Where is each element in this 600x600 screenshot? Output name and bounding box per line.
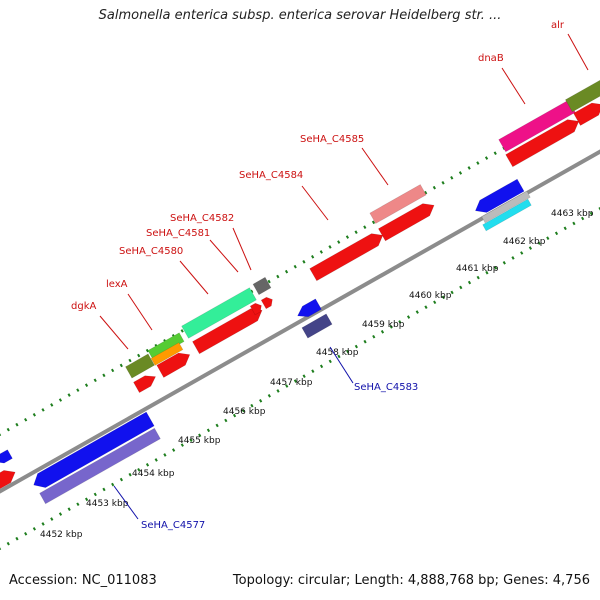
gene-SeHA_C4584-arrow [309,233,384,282]
gene-label-reverse: SeHA_C4577 [141,520,205,531]
gene-forward-arrow-f [377,203,435,242]
gene-label-forward: SeHA_C4580 [119,246,183,257]
gene-label-leader [179,260,209,295]
gene-label-forward: dnaB [478,53,504,64]
scale-label: 4462 kbp [503,237,546,247]
gene-label-leader [329,346,354,384]
gene-SeHA_C4580-box [181,287,257,339]
scale-label: 4455 kbp [178,436,221,446]
gene-label-leader [301,185,329,221]
accession-text: Accession: NC_011083 [9,573,157,588]
gene-label-leader [209,239,239,273]
gene-reverse-arrow-a [33,411,155,488]
scale-label: 4461 kbp [456,264,499,274]
topology-summary: Topology: circular; Length: 4,888,768 bp… [232,573,590,588]
gene-label-forward: SeHA_C4585 [300,134,364,145]
gene-reverse-arrow-b [297,298,322,318]
gene-label-forward: lexA [106,279,128,290]
gene-SeHA_C4585-box [369,184,427,224]
scale-label: 4452 kbp [40,530,83,540]
gene-label-leader [113,485,139,520]
gene-forward-arrow-c [192,308,263,355]
gene-forward-arrow-g [505,119,580,168]
gene-label-leader [361,147,389,186]
gene-forward-arrow-e [260,296,273,310]
gene-forward-arrow-a [133,375,157,394]
gene-label-forward: SeHA_C4582 [170,213,234,224]
gene-SeHA_C4583-box [301,313,333,339]
gene-forward-arrow-b [156,352,191,378]
gene-label-forward: SeHA_C4581 [146,228,210,239]
gene-label-reverse: SeHA_C4583 [354,382,418,393]
gene-lexA-inner-box [150,342,184,366]
gene-forward-arrow-left-edge [0,470,16,490]
gene-forward-arrow-h [573,102,600,126]
gene-label-leader [501,67,526,105]
scale-label: 4456 kbp [223,407,266,417]
gene-reverse-arrow-left-edge [0,449,13,464]
gene-label-forward: dgkA [71,301,96,312]
gene-forward-arrow-d [249,302,262,316]
gene-SeHA_C4577-box [39,427,161,505]
scale-label: 4463 kbp [551,209,594,219]
gene-SeHA_C4582-box [252,276,272,296]
scale-label: 4460 kbp [409,291,452,301]
gene-label-leader [99,315,129,350]
scale-label: 4459 kbp [362,320,405,330]
gene-label-forward: SeHA_C4584 [239,170,303,181]
gene-label-leader [567,33,589,71]
gene-reverse-box-grey [481,190,531,224]
map-title: Salmonella enterica subsp. enterica sero… [98,8,502,23]
gene-lexA-box [147,332,185,360]
gene-label-leader [127,293,153,331]
gene-dgkA-box [125,353,155,379]
gene-label-leader [232,227,252,271]
scale-label: 4453 kbp [86,499,129,509]
gene-label-forward: alr [551,20,565,31]
gene-reverse-arrow-c [474,178,525,213]
gene-reverse-box-cyan [482,198,532,232]
scale-label: 4457 kbp [270,378,313,388]
gene-alr-box [564,79,600,113]
scale-label: 4458 kbp [316,348,359,358]
scale-label: 4454 kbp [132,469,175,479]
